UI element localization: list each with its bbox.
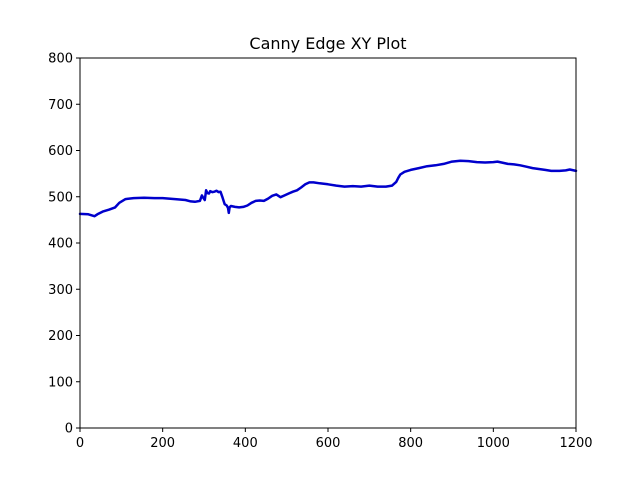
y-tick-label: 700 [48,98,73,113]
y-tick-label: 0 [65,422,73,437]
y-axis: 0 100 200 300 400 500 600 700 800 [48,52,80,437]
series-line-0 [78,159,578,218]
axes-frame [79,57,577,429]
x-tick-label: 200 [150,436,175,451]
y-tick-label: 300 [48,283,73,298]
y-tick-label: 400 [48,237,73,252]
x-axis: 0 200 400 600 800 1000 1200 [76,428,593,451]
x-tick-label: 600 [316,436,341,451]
chart-title: Canny Edge XY Plot [249,34,406,53]
x-tick-label: 1200 [559,436,592,451]
y-tick-label: 500 [48,190,73,205]
y-tick-label: 800 [48,52,73,67]
y-tick-label: 600 [48,144,73,159]
y-tick-label: 100 [48,375,73,390]
x-tick-label: 1000 [477,436,510,451]
y-tick-label: 200 [48,329,73,344]
x-tick-label: 400 [233,436,258,451]
x-tick-label: 0 [76,436,84,451]
plot-area [78,159,578,218]
x-tick-label: 800 [398,436,423,451]
